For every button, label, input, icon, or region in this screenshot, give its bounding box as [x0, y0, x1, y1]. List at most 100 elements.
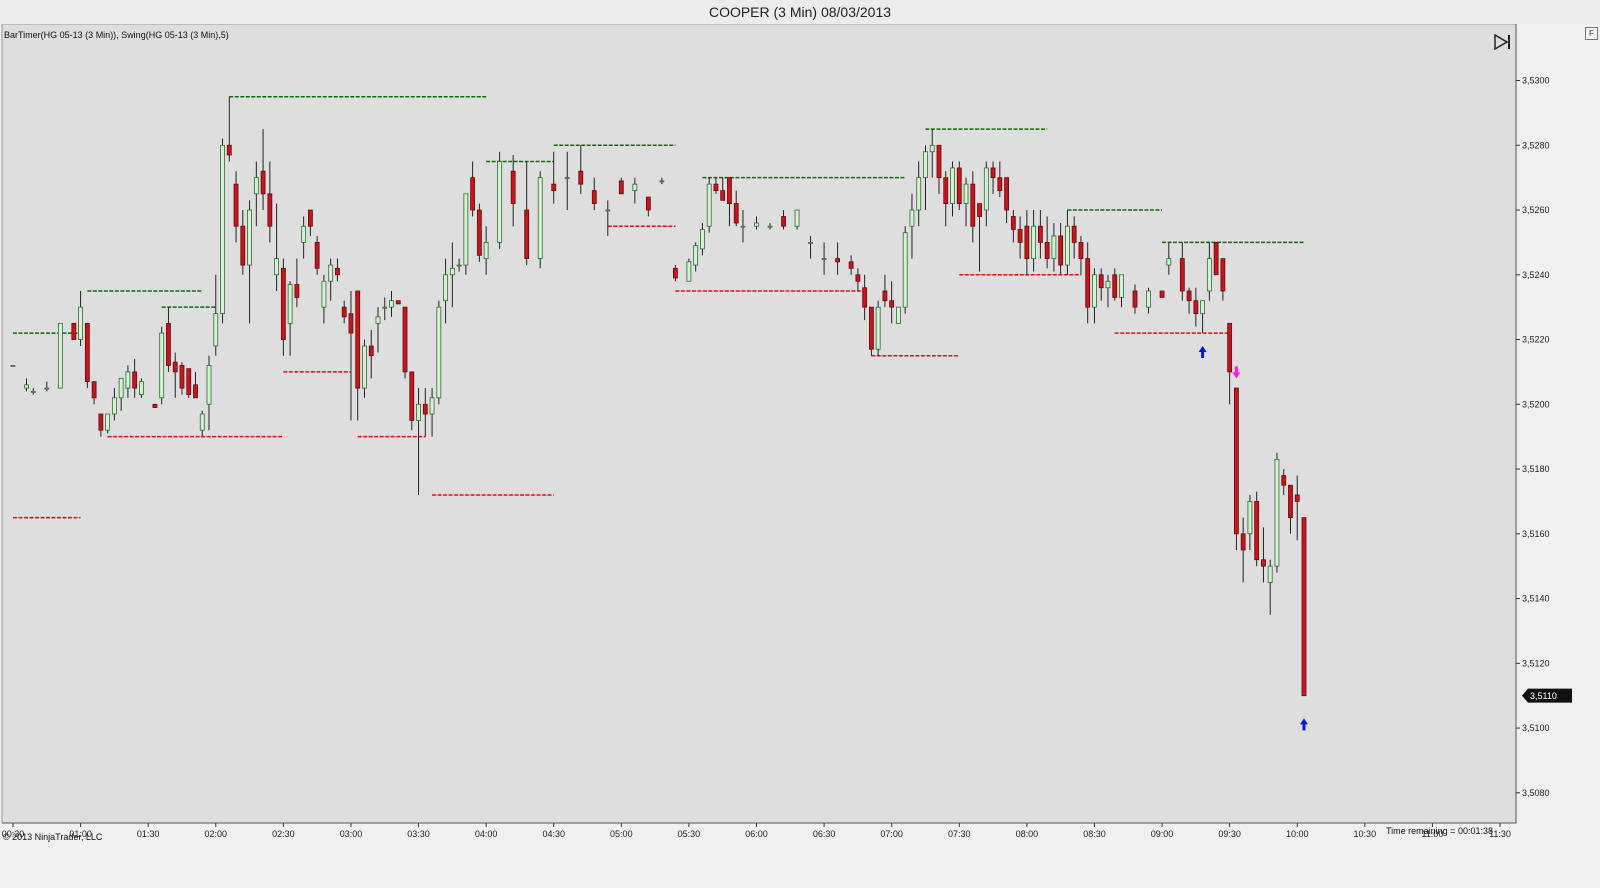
arrow-down-icon	[1232, 366, 1241, 379]
candle-up	[213, 313, 219, 347]
candle-up	[1146, 290, 1151, 308]
candle-down	[193, 384, 198, 399]
candle-down	[733, 203, 739, 224]
y-tick-label: 3,5100	[1522, 723, 1550, 733]
candle-up	[57, 322, 63, 389]
candle-up	[139, 381, 144, 395]
x-tick-label: 07:30	[948, 829, 971, 839]
candle-up	[537, 177, 543, 259]
candle-up	[10, 365, 16, 367]
chart-area[interactable]: 3,5080 3,5100 3,5120 3,5140 3,5160 3,5180 3,52…	[0, 23, 1600, 883]
candle-up	[220, 144, 225, 315]
candle-down	[1078, 242, 1084, 259]
candle-down	[970, 183, 976, 227]
candle-down	[1112, 274, 1118, 298]
candle-up	[605, 209, 611, 212]
y-tick-label: 3,5120	[1522, 658, 1550, 668]
last-price-text: 3,5110	[1530, 691, 1557, 701]
x-tick-label: 06:30	[813, 829, 836, 839]
candle-down	[1132, 290, 1138, 308]
candle-up	[1206, 258, 1212, 292]
last-price-tag-bg	[1522, 688, 1572, 703]
candle-up	[1105, 280, 1111, 289]
candle-down	[1024, 225, 1030, 259]
candle-down	[990, 167, 996, 179]
candle-up	[754, 222, 759, 227]
candle-down	[409, 371, 415, 421]
candle-up	[632, 183, 638, 192]
candle-down	[1037, 225, 1043, 243]
y-tick-label: 3,5180	[1522, 464, 1550, 474]
candle-down	[1179, 258, 1185, 292]
candle-down	[84, 322, 90, 383]
candle-up	[923, 151, 928, 179]
candle-up	[706, 183, 712, 227]
candle-up	[564, 177, 570, 180]
candle-up	[118, 377, 124, 399]
x-tick-label: 00:30	[2, 829, 25, 839]
candle-down	[1004, 177, 1009, 211]
candle-up	[443, 274, 448, 302]
candle-down	[835, 258, 841, 263]
x-tick-label: 02:30	[272, 829, 295, 839]
candle-down	[510, 170, 516, 204]
candle-up	[328, 264, 334, 282]
x-tick-label: 11:30	[1489, 829, 1511, 839]
candle-down	[781, 216, 786, 227]
candle-down	[1186, 290, 1192, 302]
candle-down	[1071, 225, 1077, 243]
candle-up	[463, 193, 469, 266]
candle-down	[179, 365, 185, 389]
candle-down	[132, 371, 138, 389]
candle-up	[740, 225, 746, 228]
y-tick-label: 3,5280	[1522, 140, 1550, 150]
candle-down	[166, 322, 171, 366]
chart-menu-button[interactable]: F	[1585, 27, 1598, 40]
candle-down	[889, 300, 895, 308]
plot-area	[1, 23, 1517, 824]
candle-down	[956, 167, 962, 204]
candle-up	[497, 161, 503, 243]
candle-down	[1085, 258, 1091, 308]
x-tick-label: 10:00	[1286, 829, 1309, 839]
candle-down	[226, 144, 232, 156]
candle-up	[1200, 300, 1205, 315]
candle-down	[240, 225, 246, 266]
x-tick-label: 05:00	[610, 829, 633, 839]
candle-down	[348, 313, 354, 334]
candle-down	[1254, 501, 1260, 561]
candle-up	[1119, 274, 1124, 298]
candle-up	[125, 371, 131, 389]
candle-down	[578, 170, 584, 185]
arrow-up-icon	[1198, 346, 1207, 359]
window-title-bar[interactable]: COOPER (3 Min) 08/03/2013	[0, 0, 1600, 25]
candle-down	[341, 306, 347, 318]
candle-down	[1017, 229, 1023, 243]
candle-down	[422, 403, 428, 415]
candle-down	[727, 177, 732, 204]
candle-up	[375, 316, 381, 324]
scroll-to-end-icon[interactable]	[1493, 33, 1513, 51]
candle-down	[267, 193, 273, 227]
x-tick-label: 10:30	[1354, 829, 1377, 839]
candle-down	[470, 177, 476, 211]
y-tick-label: 3,5080	[1522, 788, 1550, 798]
indicator-label: BarTimer(HG 05-13 (3 Min)), Swing(HG 05-…	[4, 30, 229, 40]
candle-up	[199, 413, 205, 431]
candle-down	[936, 144, 942, 179]
candle-up	[902, 232, 908, 308]
candle-up	[389, 300, 394, 308]
candle-up	[929, 144, 935, 153]
candle-up	[1274, 458, 1280, 567]
candle-down	[314, 242, 320, 269]
candle-up	[693, 245, 699, 266]
x-tick-label: 09:30	[1218, 829, 1241, 839]
candle-up	[247, 209, 252, 266]
x-tick-label: 01:30	[137, 829, 160, 839]
price-chart[interactable]: 3,5080 3,5100 3,5120 3,5140 3,5160 3,5180 3,52…	[0, 23, 1600, 883]
candle-down	[855, 274, 861, 282]
candle-down	[1098, 274, 1104, 289]
candle-up	[896, 306, 901, 324]
candle-down	[720, 190, 726, 201]
candle-up	[909, 209, 915, 227]
